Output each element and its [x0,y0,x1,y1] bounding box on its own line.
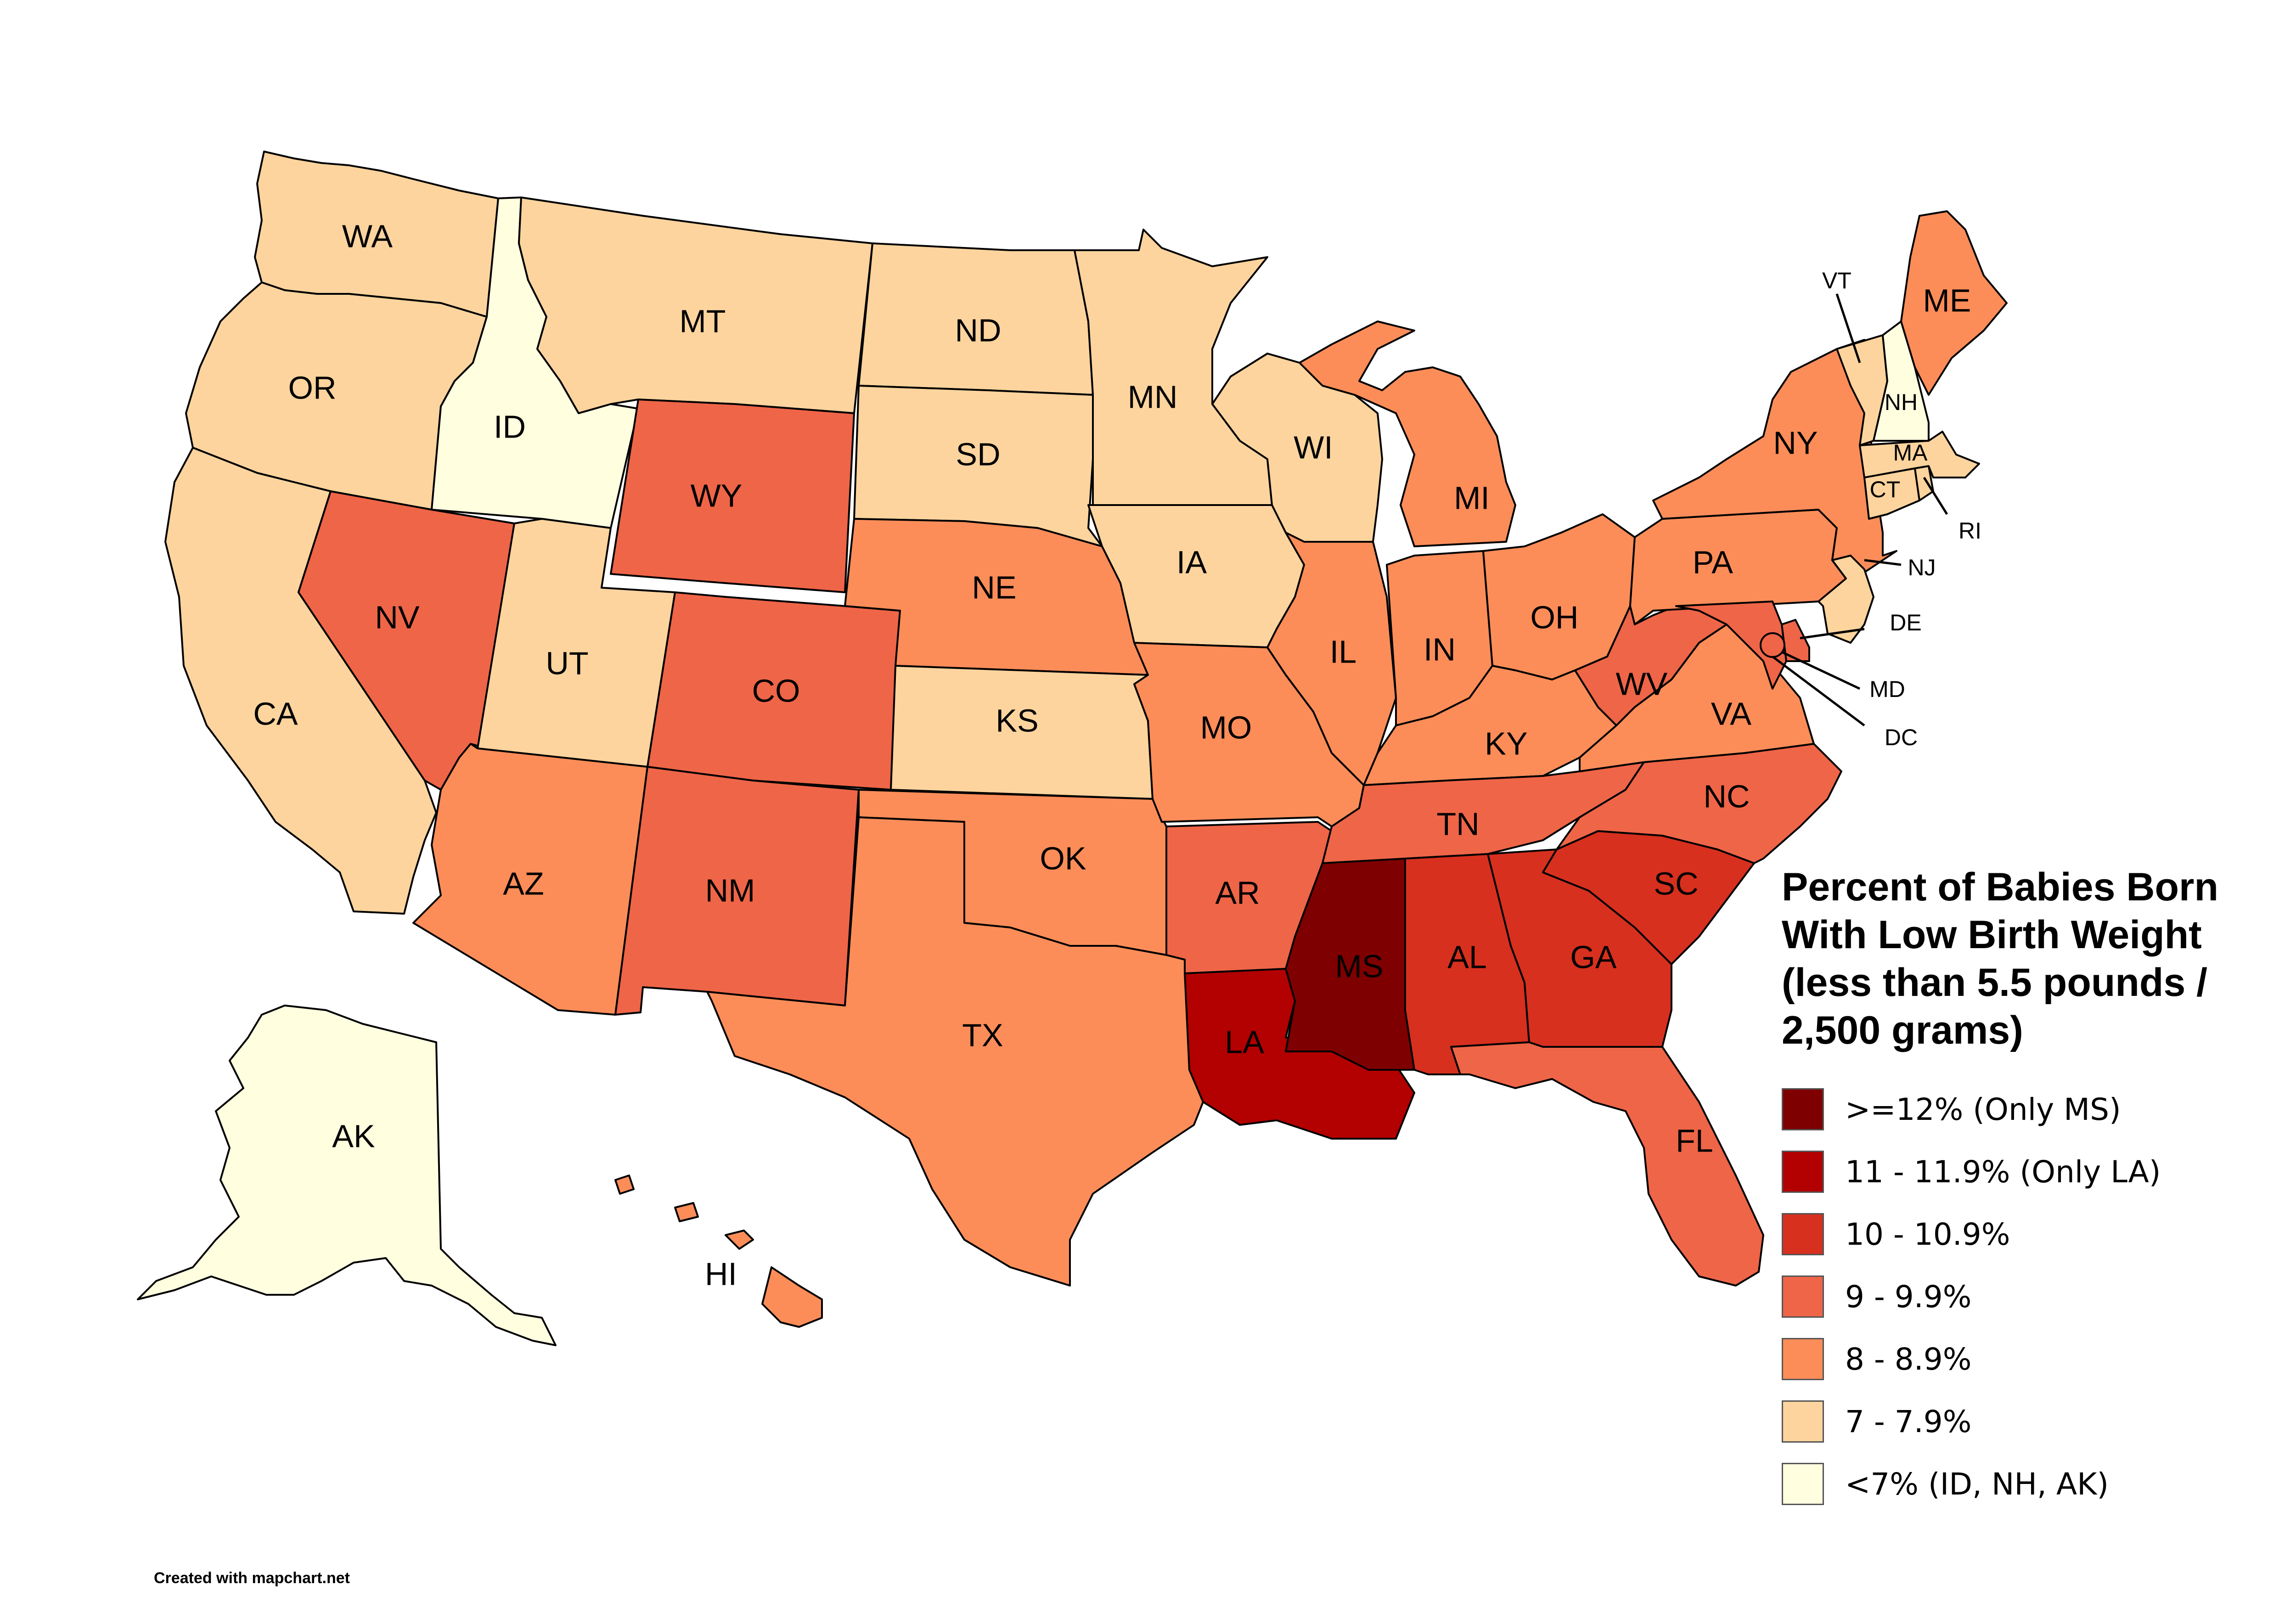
label-MN: MN [1128,379,1178,415]
label-VA: VA [1711,696,1751,731]
state-MA [1859,431,1980,478]
callout-RI [1923,477,1948,515]
legend-label: >=12% (Only MS) [1845,1091,2121,1127]
state-WY [610,399,855,593]
label-AZ: AZ [503,865,544,901]
label-DC: DC [1885,725,1918,750]
label-WA: WA [342,218,393,254]
label-NJ: NJ [1908,555,1936,580]
label-NE: NE [972,569,1016,605]
label-RI: RI [1958,518,1981,544]
label-KY: KY [1485,725,1527,761]
legend-rows: >=12% (Only MS) 11 - 11.9% (Only LA) 10 - … [1782,1086,2287,1507]
state-HI [614,1174,823,1328]
legend-item: <7% (ID, NH, AK) [1782,1461,2287,1507]
callout-DC [1772,656,1865,726]
label-NM: NM [705,872,755,908]
label-WY: WY [691,478,743,513]
label-CO: CO [752,673,800,708]
label-VT: VT [1822,268,1851,293]
map-title: Percent of Babies Born With Low Birth We… [1782,865,2218,1052]
label-FL: FL [1676,1123,1713,1158]
state-NJ [1818,555,1874,644]
state-DC [1760,632,1785,658]
label-IL: IL [1330,634,1356,669]
legend-swatch [1782,1213,1824,1255]
legend-label: <7% (ID, NH, AK) [1845,1466,2109,1502]
label-NH: NH [1885,389,1918,415]
state-MI [1299,320,1516,547]
legend-label: 7 - 7.9% [1845,1404,1972,1439]
legend-item: 7 - 7.9% [1782,1399,2287,1444]
label-TX: TX [962,1017,1003,1053]
label-KS: KS [996,702,1038,738]
label-AK: AK [332,1118,375,1154]
legend-item: 8 - 8.9% [1782,1336,2287,1382]
legend-label: 8 - 8.9% [1845,1341,1972,1377]
label-HI: HI [705,1256,737,1292]
legend-label: 11 - 11.9% (Only LA) [1845,1154,2161,1190]
legend-label: 10 - 10.9% [1845,1216,2010,1252]
label-UT: UT [546,645,588,681]
label-CA: CA [253,696,298,731]
legend-label: 9 - 9.9% [1845,1279,1972,1315]
label-NV: NV [375,599,420,635]
state-WI [1211,353,1383,543]
callout-DE [1800,628,1865,640]
legend-item: >=12% (Only MS) [1782,1086,2287,1132]
legend: Percent of Babies Born With Low Birth We… [1782,863,2287,1523]
legend-swatch [1782,1088,1824,1130]
label-NC: NC [1703,778,1750,814]
label-ID: ID [494,409,526,444]
legend-swatch [1782,1400,1824,1443]
label-WV: WV [1616,666,1668,702]
legend-item: 11 - 11.9% (Only LA) [1782,1149,2287,1195]
label-MA: MA [1893,440,1928,466]
label-MT: MT [679,303,726,339]
state-FL [1450,1041,1764,1287]
label-SC: SC [1654,865,1698,901]
legend-swatch [1782,1463,1824,1505]
state-IL [1266,532,1397,786]
legend-item: 10 - 10.9% [1782,1211,2287,1257]
state-MN [1074,229,1273,506]
label-MI: MI [1454,480,1490,516]
legend-item: 9 - 9.9% [1782,1274,2287,1320]
label-IA: IA [1176,544,1207,580]
legend-swatch [1782,1338,1824,1380]
label-NY: NY [1773,425,1818,461]
legend-swatch [1782,1275,1824,1318]
label-MS: MS [1335,948,1384,984]
label-PA: PA [1693,544,1733,580]
callout-VT [1835,293,1861,363]
state-TX [706,816,1204,1287]
label-LA: LA [1225,1024,1264,1060]
label-SD: SD [956,436,1000,472]
label-AR: AR [1215,875,1260,910]
label-OH: OH [1531,599,1579,635]
label-MD: MD [1869,676,1905,702]
credit-text: Created with mapchart.net [154,1569,350,1587]
state-MD [1675,601,1787,690]
callout-MD [1781,651,1861,690]
legend-swatch [1782,1151,1824,1193]
state-MT [518,197,873,414]
label-OK: OK [1040,840,1086,876]
label-WI: WI [1294,429,1333,465]
label-CT: CT [1870,477,1901,502]
label-IN: IN [1424,631,1456,667]
label-OR: OR [288,370,337,405]
label-GA: GA [1570,939,1616,975]
label-ND: ND [955,312,1001,348]
label-ME: ME [1923,282,1971,318]
label-DE: DE [1890,610,1921,635]
state-ME [1900,210,2008,396]
state-AK [137,1005,557,1346]
callout-NJ [1864,559,1902,566]
label-TN: TN [1436,806,1479,842]
label-AL: AL [1447,939,1487,975]
label-MO: MO [1200,709,1252,745]
